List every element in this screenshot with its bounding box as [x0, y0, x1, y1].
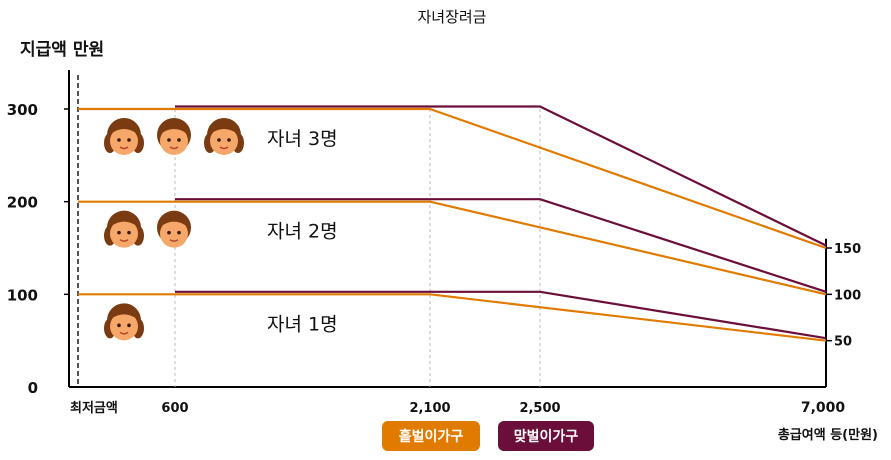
right-tick-label: 50: [834, 335, 852, 350]
child-face-icon: [157, 210, 191, 248]
x-tick-label: 600: [161, 401, 188, 416]
series-line-single: [78, 293, 827, 342]
series-line-single: [78, 107, 827, 250]
children-count-label: 자녀 3명: [267, 128, 338, 150]
y-tick-label: 200: [7, 194, 38, 212]
legend-single-income: 홑벌이가구: [382, 421, 480, 451]
child-face-icon: [104, 210, 144, 248]
children-count-label: 자녀 2명: [267, 221, 338, 243]
chart-title: 자녀장려금: [417, 8, 486, 26]
x-tick-label: 2,100: [409, 401, 450, 416]
y-tick-label: 300: [7, 101, 38, 119]
x-tick-label: 7,000: [801, 400, 846, 416]
child-face-icon: [157, 118, 191, 155]
y-tick-label: 0: [28, 379, 38, 397]
x-origin-label: 최저금액: [70, 401, 118, 416]
series-line-dual: [175, 105, 827, 247]
child-face-icon: [204, 118, 244, 155]
children-count-label: 자녀 1명: [267, 313, 338, 335]
right-tick-label: 150: [834, 242, 861, 257]
right-tick-label: 100: [834, 288, 861, 303]
y-tick-label: 100: [7, 286, 38, 304]
y-axis-label: 지급액 만원: [20, 40, 104, 60]
child-face-icon: [104, 303, 144, 341]
x-axis-label: 총급여액 등(만원): [778, 427, 878, 443]
x-tick-label: 2,500: [519, 401, 560, 416]
child-face-icon: [104, 118, 144, 155]
legend-dual-income: 맞벌이가구: [498, 421, 594, 451]
series-line-dual: [175, 290, 827, 340]
series-line-single: [78, 200, 827, 296]
series-line-dual: [175, 198, 827, 293]
